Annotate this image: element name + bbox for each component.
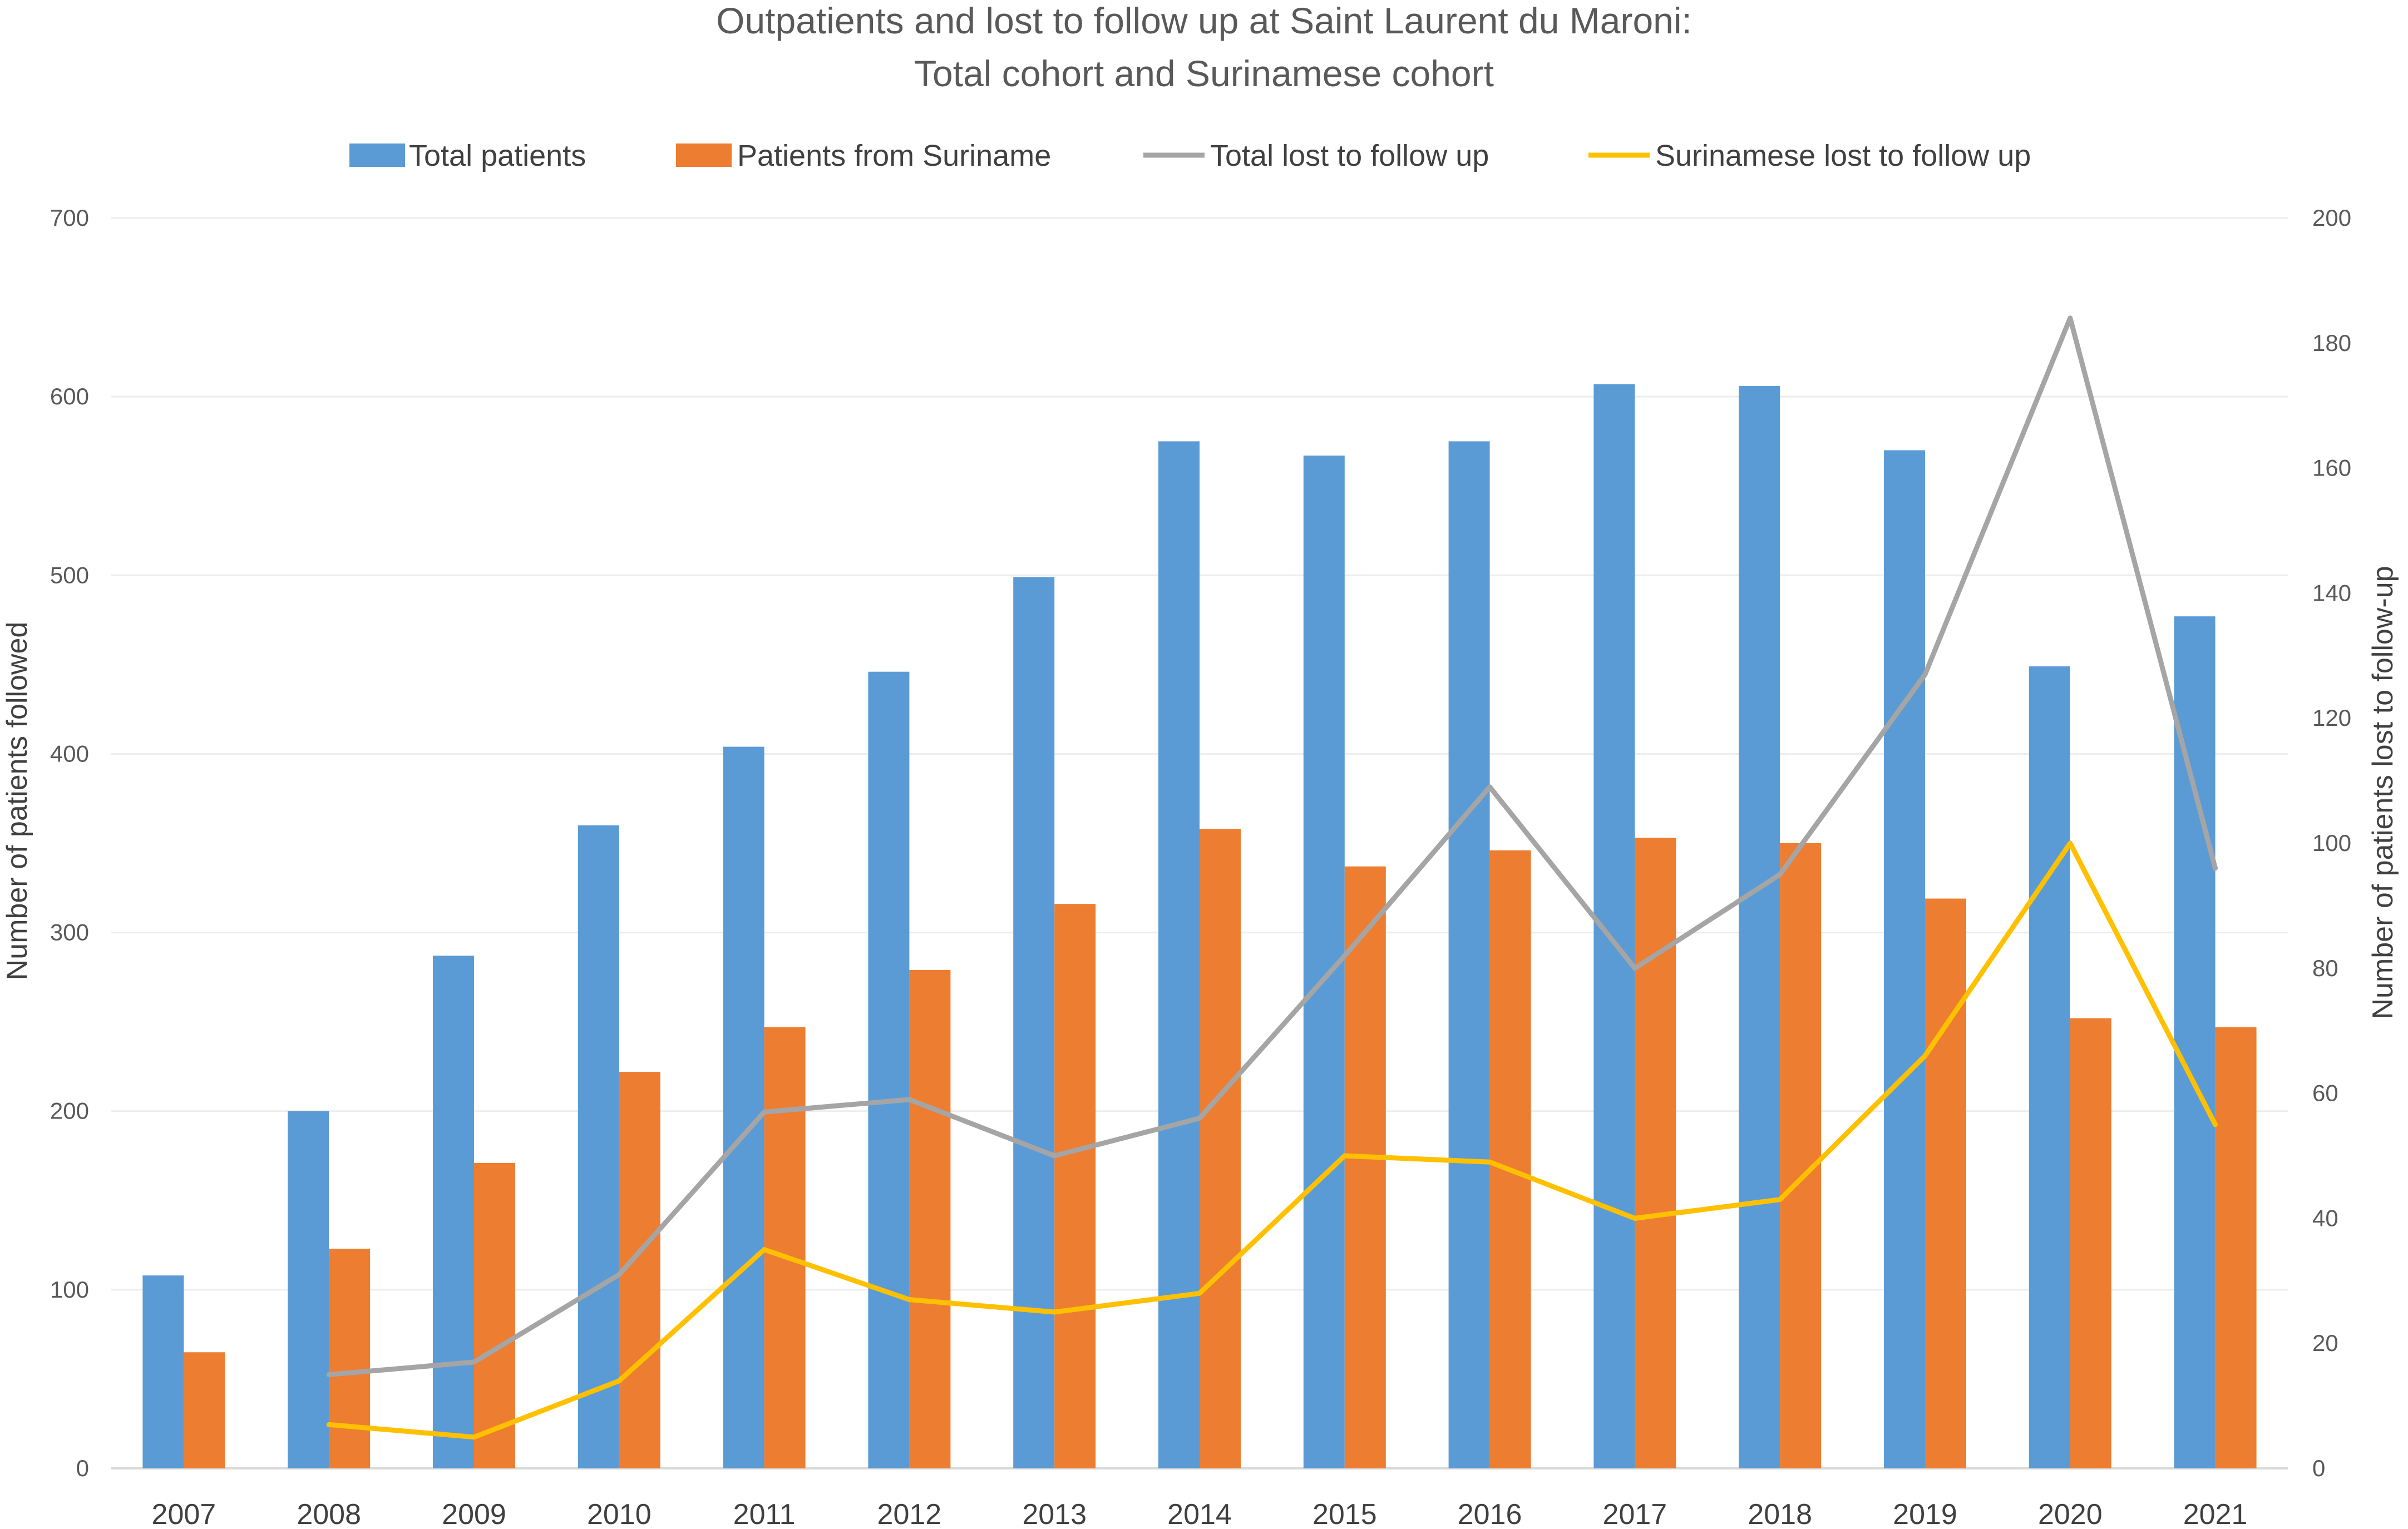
y-tick-label: 400 [50,740,89,766]
bar-total-patients [1013,577,1055,1468]
y-tick-label: 700 [50,205,89,231]
bar-suriname-patients [1200,829,1241,1468]
y-axis-label: Number of patients followed [1,622,33,981]
line-total-lost [326,315,2218,1377]
bar-suriname-patients [1780,843,1822,1468]
bar-suriname-patients [764,1027,806,1468]
legend: Total patients Patients from Suriname Tota… [349,139,2031,172]
y2-tick-label: 0 [2312,1455,2325,1481]
legend-label: Total lost to follow up [1210,139,1489,172]
bar-total-patients [1158,441,1200,1468]
x-tick-label: 2011 [733,1498,796,1529]
y-tick-label: 0 [76,1455,89,1481]
y2-tick-label: 160 [2312,455,2351,481]
chart-subtitle: Total cohort and Surinamese cohort [914,53,1494,94]
lines [326,315,2218,1440]
x-tick-label: 2019 [1893,1498,1957,1529]
legend-swatch [676,144,732,167]
y-tick-label: 600 [50,383,89,409]
line-surinamese-lost [326,840,2218,1440]
x-tick-label: 2014 [1167,1498,1232,1529]
bar-suriname-patients [329,1248,371,1468]
bar-suriname-patients [1635,838,1676,1468]
y-tick-label: 300 [50,919,89,946]
bar-total-patients [868,671,910,1468]
legend-swatch [349,144,405,167]
x-tick-label: 2007 [152,1498,216,1529]
x-tick-label: 2020 [2038,1498,2103,1529]
y2-tick-label: 20 [2312,1330,2338,1356]
bar-total-patients [142,1275,184,1468]
y2-axis-label: Number of patients lost to follow-up [2367,566,2399,1019]
bar-total-patients [1448,441,1490,1468]
x-tick-label: 2008 [297,1498,361,1529]
x-tick-label: 2012 [877,1498,942,1529]
bar-total-patients [723,746,764,1468]
y-tick-label: 200 [50,1098,89,1124]
bar-suriname-patients [2215,1027,2257,1468]
y2-tick-label: 200 [2312,205,2351,231]
bar-suriname-patients [1054,904,1096,1468]
bar-suriname-patients [1489,850,1531,1468]
y2-tick-label: 80 [2312,955,2338,981]
x-tick-label: 2013 [1022,1498,1087,1529]
y2-tick-label: 40 [2312,1205,2338,1231]
legend-label: Total patients [409,139,586,172]
bars [142,384,2257,1468]
legend-label: Patients from Suriname [737,139,1051,172]
x-tick-label: 2015 [1312,1498,1377,1529]
x-axis-ticks: 2007 2008 2009 2010 2011 2012 2013 2014 2015 2016… [152,1498,2248,1529]
bar-suriname-patients [1344,866,1386,1468]
x-tick-label: 2016 [1458,1498,1522,1529]
y2-tick-label: 120 [2312,705,2351,731]
bar-total-patients [433,956,474,1468]
y2-tick-label: 100 [2312,830,2351,856]
bar-total-patients [578,825,619,1468]
bar-suriname-patients [184,1352,225,1468]
bar-suriname-patients [474,1162,515,1468]
x-tick-label: 2017 [1603,1498,1667,1529]
bar-suriname-patients [1925,898,1966,1468]
chart-title: Outpatients and lost to follow up at Sai… [716,0,1692,41]
left-axis-ticks: 0 100 200 300 400 500 600 700 [50,205,89,1481]
x-tick-label: 2009 [442,1498,506,1529]
bar-total-patients [1884,450,1925,1468]
right-axis-ticks: 0 20 40 60 80 100 120 140 160 180 200 [2312,205,2351,1481]
y2-tick-label: 180 [2312,330,2351,356]
bar-total-patients [288,1111,329,1468]
y2-tick-label: 140 [2312,580,2351,606]
x-tick-label: 2010 [587,1498,652,1529]
legend-label: Surinamese lost to follow up [1655,139,2031,172]
bar-total-patients [2174,616,2215,1468]
y-tick-label: 500 [50,562,89,588]
bar-total-patients [2029,666,2070,1468]
x-tick-label: 2018 [1748,1498,1812,1529]
bar-suriname-patients [2070,1018,2111,1468]
y2-tick-label: 60 [2312,1080,2338,1106]
y-tick-label: 100 [50,1276,89,1303]
bar-suriname-patients [909,970,951,1468]
bar-total-patients [1739,385,1780,1468]
x-tick-label: 2021 [2183,1498,2248,1529]
